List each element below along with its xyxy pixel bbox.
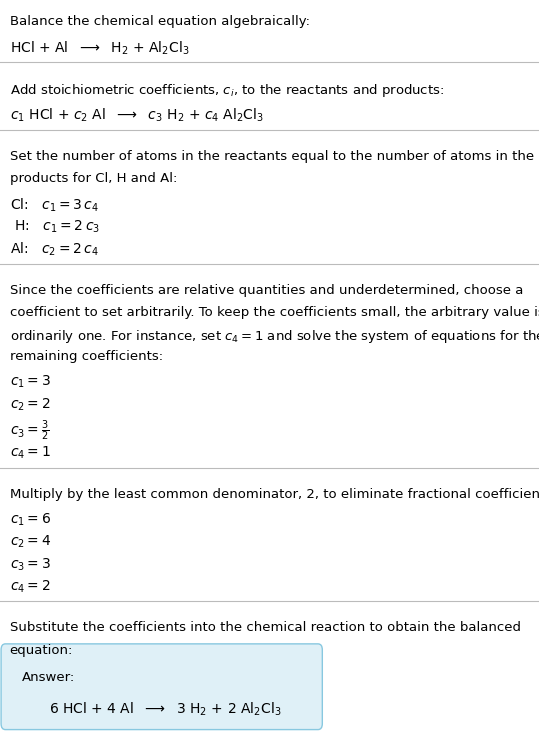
Text: Balance the chemical equation algebraically:: Balance the chemical equation algebraica…	[10, 15, 310, 28]
Text: $c_4 = 1$: $c_4 = 1$	[10, 444, 51, 461]
Text: Multiply by the least common denominator, 2, to eliminate fractional coefficient: Multiply by the least common denominator…	[10, 488, 539, 501]
Text: $c_1 = 6$: $c_1 = 6$	[10, 512, 51, 529]
Text: $c_2 = 4$: $c_2 = 4$	[10, 534, 51, 550]
Text: Substitute the coefficients into the chemical reaction to obtain the balanced: Substitute the coefficients into the che…	[10, 621, 521, 635]
Text: Al:   $c_2 = 2\,c_4$: Al: $c_2 = 2\,c_4$	[10, 241, 99, 258]
Text: $c_3 = \frac{3}{2}$: $c_3 = \frac{3}{2}$	[10, 418, 49, 443]
Text: $c_2 = 2$: $c_2 = 2$	[10, 396, 50, 413]
Text: $c_1$ HCl + $c_2$ Al  $\longrightarrow$  $c_3$ H$_2$ + $c_4$ Al$_2$Cl$_3$: $c_1$ HCl + $c_2$ Al $\longrightarrow$ $…	[10, 107, 264, 124]
Text: $c_3 = 3$: $c_3 = 3$	[10, 556, 51, 572]
Text: equation:: equation:	[10, 644, 73, 656]
Text: $c_1 = 3$: $c_1 = 3$	[10, 374, 51, 390]
Text: Answer:: Answer:	[22, 671, 75, 684]
Text: Since the coefficients are relative quantities and underdetermined, choose a: Since the coefficients are relative quan…	[10, 284, 523, 296]
FancyBboxPatch shape	[1, 644, 322, 729]
Text: Cl:   $c_1 = 3\,c_4$: Cl: $c_1 = 3\,c_4$	[10, 196, 99, 214]
Text: H:   $c_1 = 2\,c_3$: H: $c_1 = 2\,c_3$	[10, 218, 100, 235]
Text: Add stoichiometric coefficients, $c_i$, to the reactants and products:: Add stoichiometric coefficients, $c_i$, …	[10, 83, 444, 99]
Text: coefficient to set arbitrarily. To keep the coefficients small, the arbitrary va: coefficient to set arbitrarily. To keep …	[10, 305, 539, 319]
Text: ordinarily one. For instance, set $c_4 = 1$ and solve the system of equations fo: ordinarily one. For instance, set $c_4 =…	[10, 328, 539, 344]
Text: Set the number of atoms in the reactants equal to the number of atoms in the: Set the number of atoms in the reactants…	[10, 150, 534, 162]
Text: products for Cl, H and Al:: products for Cl, H and Al:	[10, 172, 177, 185]
Text: HCl + Al  $\longrightarrow$  H$_2$ + Al$_2$Cl$_3$: HCl + Al $\longrightarrow$ H$_2$ + Al$_2…	[10, 39, 189, 56]
Text: 6 HCl + 4 Al  $\longrightarrow$  3 H$_2$ + 2 Al$_2$Cl$_3$: 6 HCl + 4 Al $\longrightarrow$ 3 H$_2$ +…	[49, 700, 281, 718]
Text: $c_4 = 2$: $c_4 = 2$	[10, 578, 50, 595]
Text: remaining coefficients:: remaining coefficients:	[10, 350, 163, 362]
